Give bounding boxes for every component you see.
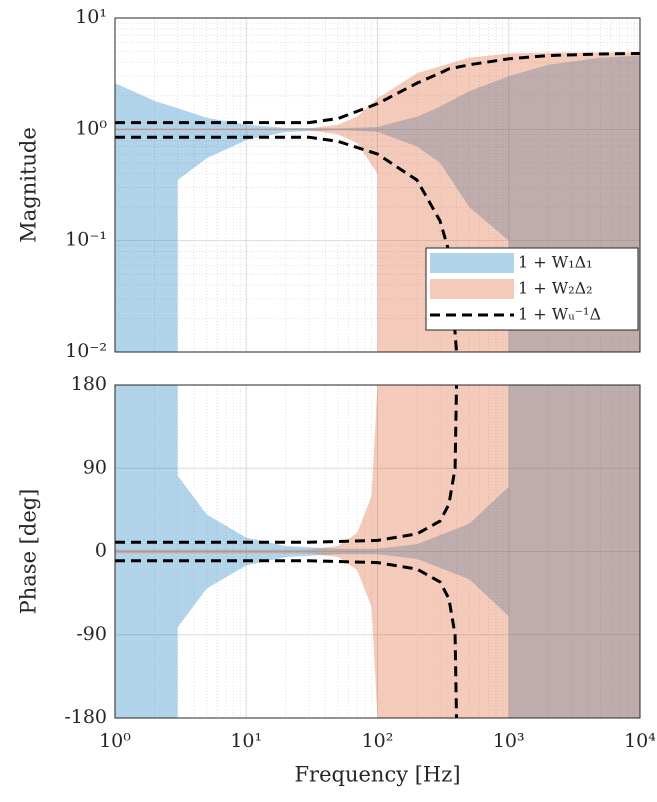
legend: 1 + W₁Δ₁ 1 + W₂Δ₂ 1 + Wᵤ⁻¹Δ xyxy=(425,247,639,331)
y-tick-label: 10⁻¹ xyxy=(65,229,107,251)
band-area xyxy=(115,385,640,718)
y-axis-label: Magnitude xyxy=(17,127,41,243)
legend-swatch xyxy=(430,279,514,299)
legend-label: 1 + Wᵤ⁻¹Δ xyxy=(518,305,601,324)
legend-label: 1 + W₁Δ₁ xyxy=(518,253,593,272)
x-tick-label: 10² xyxy=(362,730,394,752)
x-tick-label: 10¹ xyxy=(230,730,262,752)
axes-box xyxy=(114,17,641,353)
y-tick-label: 0 xyxy=(95,540,107,562)
bound-line xyxy=(115,135,459,352)
y-tick-label: 10⁻² xyxy=(65,340,107,362)
subplot: 10⁰ 10¹ 10² 10³ 10⁴ -180 -90 0 90 180 Phase [deg] F… xyxy=(17,373,657,787)
x-tick-label: 10⁰ xyxy=(99,730,131,752)
x-tick-label: 10³ xyxy=(493,730,525,752)
x-tick-label: 10⁴ xyxy=(624,730,656,752)
y-tick-label: -90 xyxy=(76,623,107,645)
legend-label: 1 + W₂Δ₂ xyxy=(518,279,593,298)
y-tick-label: -180 xyxy=(64,706,107,728)
x-axis-label: Frequency [Hz] xyxy=(294,763,460,787)
axes-box xyxy=(114,384,641,719)
band-area xyxy=(115,385,640,718)
plot-content xyxy=(115,385,640,718)
y-tick-label: 10¹ xyxy=(75,6,107,28)
legend-box xyxy=(425,247,639,331)
bound-line xyxy=(115,51,640,125)
y-tick-label: 180 xyxy=(71,373,107,395)
y-tick-label: 10⁰ xyxy=(75,117,107,139)
y-axis-label: Phase [deg] xyxy=(17,489,41,615)
y-tick-label: 90 xyxy=(83,456,107,478)
legend-swatch xyxy=(430,253,514,273)
